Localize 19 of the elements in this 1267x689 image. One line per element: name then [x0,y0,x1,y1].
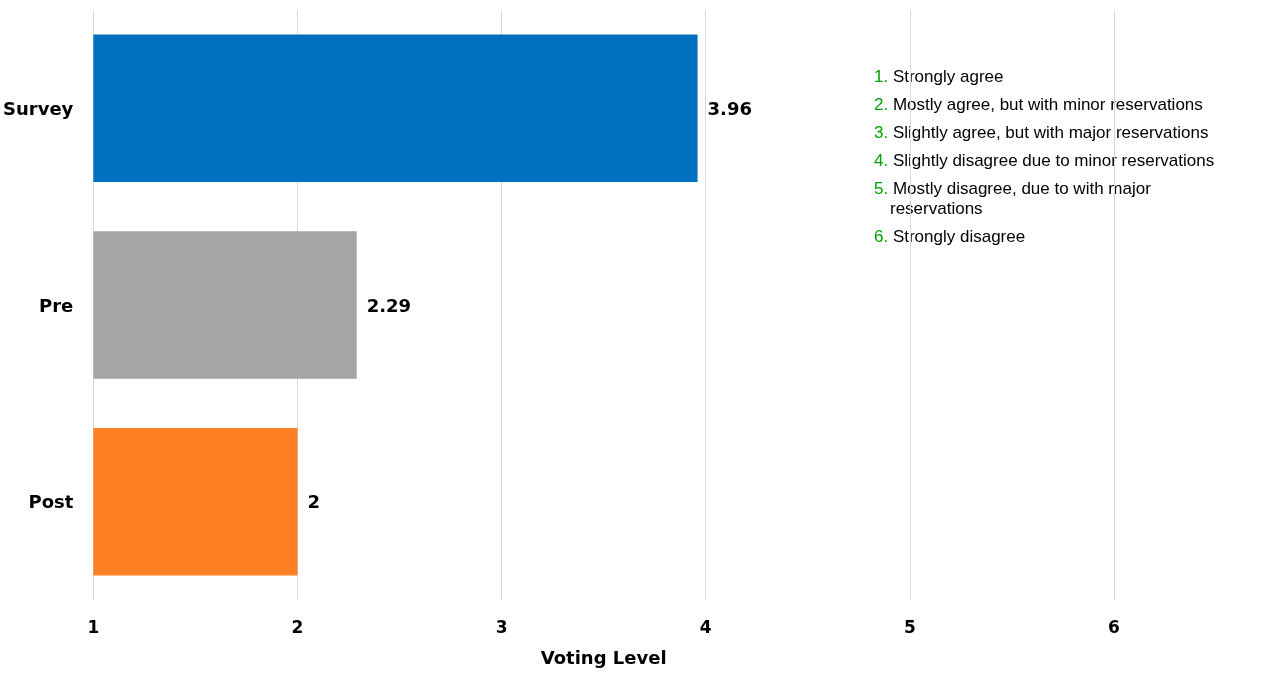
x-tick-label: 3 [495,616,508,637]
y-tick-label: Survey [2,97,74,119]
annotation: 4. Slightly disagree due to minor reservations [874,150,1215,170]
x-tick-label: 1 [87,616,100,637]
x-tick-label: 2 [291,616,304,637]
annotation: 6. Strongly disagree [874,226,1026,246]
data-label: 2 [307,491,320,513]
annotation: 5. Mostly disagree, due to with major reservations [874,178,1152,218]
x-axis-title: Voting Level [540,646,667,668]
y-tick-label: Pre [39,294,74,316]
x-tick-label: 5 [903,616,916,637]
data-label: 2.29 [366,294,412,316]
data-label: 3.96 [707,97,752,119]
x-tick-label: 4 [699,616,712,637]
annotation: 2. Mostly agree, but with minor reservations [874,94,1203,114]
annotation: 1. Strongly agree [874,66,1004,86]
x-tick-label: 6 [1108,616,1120,637]
y-tick-label: Post [28,491,74,513]
annotation: 3. Slightly agree, but with major reservations [874,122,1209,142]
